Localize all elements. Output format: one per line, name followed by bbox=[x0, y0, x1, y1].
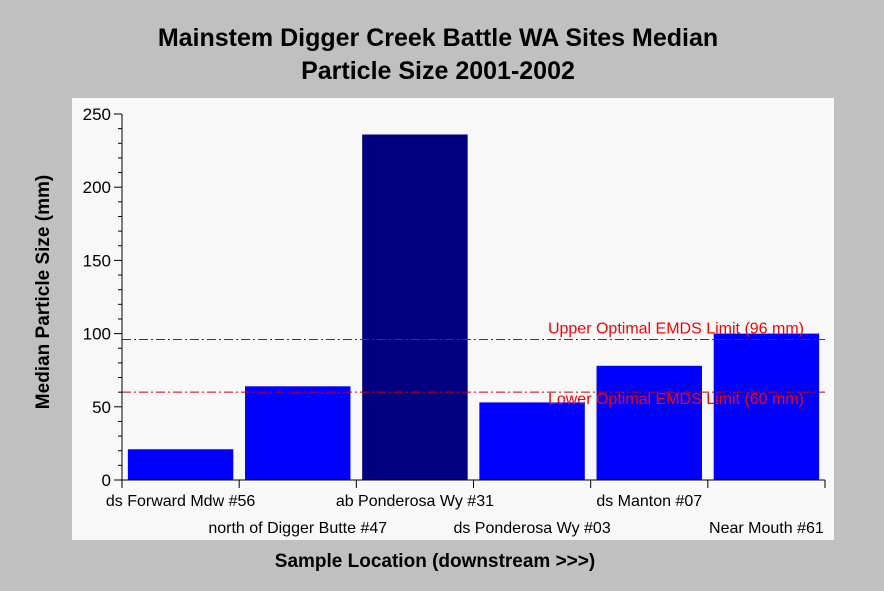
bar-2 bbox=[245, 386, 351, 480]
bar-5 bbox=[596, 365, 702, 480]
bars-group bbox=[127, 134, 820, 480]
y-tick-label: 50 bbox=[92, 398, 111, 417]
category-labels: ds Forward Mdw #56 north of Digger Butte … bbox=[106, 493, 824, 537]
bar-4 bbox=[479, 402, 585, 480]
x-category-label: ab Ponderosa Wy #31 bbox=[336, 493, 494, 510]
chart-title-line-2: Particle Size 2001-2002 bbox=[301, 57, 575, 85]
reference-lines: Upper Optimal EMDS Limit (96 mm) Lower Op… bbox=[122, 320, 825, 408]
x-category-label: ds Forward Mdw #56 bbox=[106, 493, 255, 510]
reference-line-label-1: Upper Optimal EMDS Limit (96 mm) bbox=[548, 320, 804, 337]
x-axis-title: Sample Location (downstream >>>) bbox=[275, 551, 595, 572]
x-category-label: Near Mouth #61 bbox=[709, 520, 824, 537]
y-axis-title: Median Particle Size (mm) bbox=[33, 175, 54, 409]
x-category-label: ds Manton #07 bbox=[596, 493, 702, 510]
y-tick-label: 250 bbox=[83, 105, 111, 124]
chart-title-line-1: Mainstem Digger Creek Battle WA Sites Me… bbox=[158, 24, 718, 52]
x-category-label: north of Digger Butte #47 bbox=[208, 520, 387, 537]
y-tick-label: 200 bbox=[83, 178, 111, 197]
x-category-label: ds Ponderosa Wy #03 bbox=[453, 520, 610, 537]
y-tick-label: 100 bbox=[83, 325, 111, 344]
y-axis-ticks: 0 50 100 150 200 250 bbox=[83, 105, 122, 490]
y-tick-label: 150 bbox=[83, 251, 111, 270]
bar-6 bbox=[713, 333, 820, 480]
bar-3 bbox=[362, 134, 468, 480]
reference-line-label-2: Lower Optimal EMDS Limit (60 mm) bbox=[548, 391, 804, 408]
y-tick-label: 0 bbox=[102, 471, 111, 490]
x-axis bbox=[121, 479, 826, 488]
bar-1 bbox=[127, 449, 234, 480]
